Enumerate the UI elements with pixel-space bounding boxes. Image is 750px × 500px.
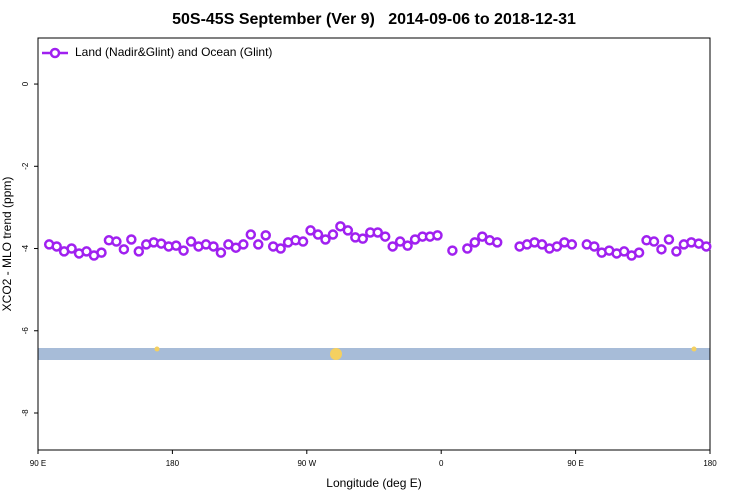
- point: [111, 236, 122, 247]
- point: [170, 240, 182, 251]
- point: [648, 236, 660, 247]
- point: [66, 243, 77, 254]
- point: [118, 244, 130, 255]
- x-tick-label: 180: [703, 459, 717, 468]
- point: [185, 236, 197, 247]
- point: [701, 241, 712, 252]
- chart-title: 50S-45S September (Ver 9) 2014-09-06 to …: [172, 11, 576, 28]
- y-tick-label: -4: [21, 244, 30, 252]
- point: [260, 230, 271, 241]
- point: [432, 230, 443, 241]
- point: [96, 247, 107, 258]
- point: [51, 241, 62, 252]
- y-tick-label: -2: [21, 162, 30, 170]
- point: [402, 240, 413, 251]
- legend-marker: [49, 47, 61, 59]
- point: [275, 243, 286, 254]
- point: [663, 234, 675, 245]
- y-axis-label: XCO2 - MLO trend (ppm): [0, 177, 14, 312]
- land-spot: [330, 348, 342, 360]
- point: [320, 234, 331, 245]
- point: [245, 229, 257, 240]
- x-tick-label: 90 E: [30, 459, 46, 468]
- point: [536, 239, 548, 250]
- point: [126, 234, 137, 245]
- point: [133, 246, 145, 257]
- point: [491, 237, 503, 248]
- point: [462, 243, 473, 254]
- point: [342, 225, 354, 236]
- point: [312, 229, 324, 240]
- point: [372, 227, 383, 238]
- point: [671, 246, 682, 257]
- point: [589, 241, 600, 252]
- land-band: [38, 348, 710, 360]
- y-tick-label: 0: [21, 81, 30, 86]
- point: [469, 237, 481, 248]
- point: [238, 239, 249, 250]
- point: [327, 229, 339, 240]
- point: [178, 245, 189, 256]
- point: [387, 241, 398, 252]
- point: [357, 233, 369, 244]
- point: [447, 245, 458, 256]
- point: [335, 221, 346, 232]
- point: [208, 241, 219, 252]
- land-spot: [691, 346, 697, 352]
- point: [305, 225, 316, 236]
- x-tick-label: 90 E: [567, 459, 583, 468]
- x-tick-label: 180: [166, 459, 180, 468]
- x-tick-label: 90 W: [297, 459, 316, 468]
- point: [297, 236, 309, 247]
- legend-label: Land (Nadir&Glint) and Ocean (Glint): [75, 45, 272, 59]
- point: [618, 246, 630, 257]
- plot-frame: [37, 37, 711, 451]
- point: [566, 239, 578, 250]
- point: [633, 247, 645, 258]
- y-tick-label: -8: [21, 409, 30, 417]
- y-tick-label: -6: [21, 327, 30, 335]
- point: [394, 236, 406, 247]
- point: [253, 239, 264, 250]
- point: [379, 231, 391, 242]
- x-tick-label: 0: [439, 459, 444, 468]
- land-spot: [154, 346, 160, 352]
- x-axis-label: Longitude (deg E): [326, 476, 421, 490]
- point: [215, 247, 227, 258]
- point: [81, 246, 92, 257]
- point: [656, 244, 667, 255]
- point: [551, 241, 563, 252]
